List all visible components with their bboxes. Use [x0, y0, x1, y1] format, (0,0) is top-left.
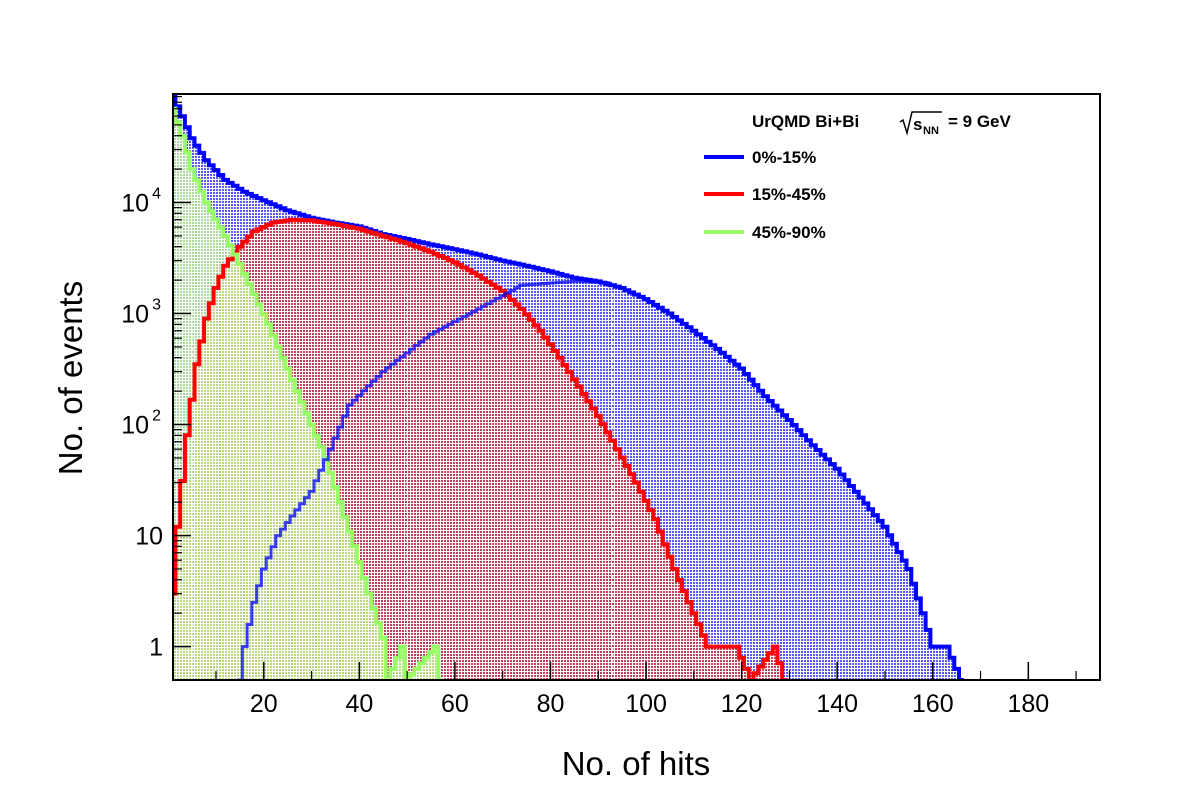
y-axis-title: No. of events — [52, 281, 89, 475]
x-tick-label-40: 40 — [345, 690, 373, 718]
plot-frame — [172, 93, 1101, 681]
legend-label-0: 0%-15% — [752, 148, 816, 167]
y-tick-exponent-10000: 4 — [152, 186, 161, 203]
energy-variable: s — [913, 115, 922, 134]
series-line-central-rising-edge — [237, 279, 611, 680]
y-tick-label-100: 10 — [121, 412, 149, 440]
legend-entry-0: 0%-15% — [704, 148, 816, 167]
x-tick-label-100: 100 — [625, 690, 667, 718]
y-tick-label-1: 1 — [149, 634, 163, 662]
energy-value: = 9 GeV — [948, 112, 1012, 131]
legend-label-2: 45%-90% — [752, 223, 826, 242]
legend-label-1: 15%-45% — [752, 185, 826, 204]
y-tick-label-1000: 10 — [121, 301, 149, 329]
series-line-midcentral — [173, 217, 787, 680]
series-layer — [173, 96, 964, 680]
legend: UrQMD Bi+Bi s NN = 9 GeV 0%-15% 15%-45% … — [704, 111, 1012, 242]
y-tick-exponent-100: 2 — [152, 408, 161, 425]
x-axis-ticks: 20 40 60 80 100 120 140 160 180 — [215, 662, 1077, 718]
y-tick-label-10: 10 — [135, 523, 163, 551]
series-line-central — [173, 94, 964, 680]
x-tick-label-20: 20 — [250, 690, 278, 718]
x-tick-label-180: 180 — [1007, 690, 1049, 718]
legend-entry-2: 45%-90% — [704, 223, 826, 242]
energy-subscript: NN — [923, 125, 939, 137]
x-tick-label-160: 160 — [912, 690, 954, 718]
series-line-peripheral — [173, 106, 443, 680]
legend-title: UrQMD Bi+Bi — [752, 112, 859, 131]
x-tick-label-60: 60 — [441, 690, 469, 718]
legend-entry-1: 15%-45% — [704, 185, 826, 204]
y-tick-label-10000: 10 — [121, 190, 149, 218]
y-tick-exponent-1000: 3 — [152, 297, 161, 314]
sqrt-symbol: s NN = 9 GeV — [899, 111, 1012, 137]
x-tick-label-140: 140 — [816, 690, 858, 718]
grid-lines — [191, 294, 614, 680]
series-fill-peripheral — [173, 108, 443, 680]
series-outlines — [173, 94, 964, 680]
x-tick-label-120: 120 — [721, 690, 763, 718]
x-tick-label-80: 80 — [537, 690, 565, 718]
x-axis-title: No. of hits — [562, 745, 711, 782]
